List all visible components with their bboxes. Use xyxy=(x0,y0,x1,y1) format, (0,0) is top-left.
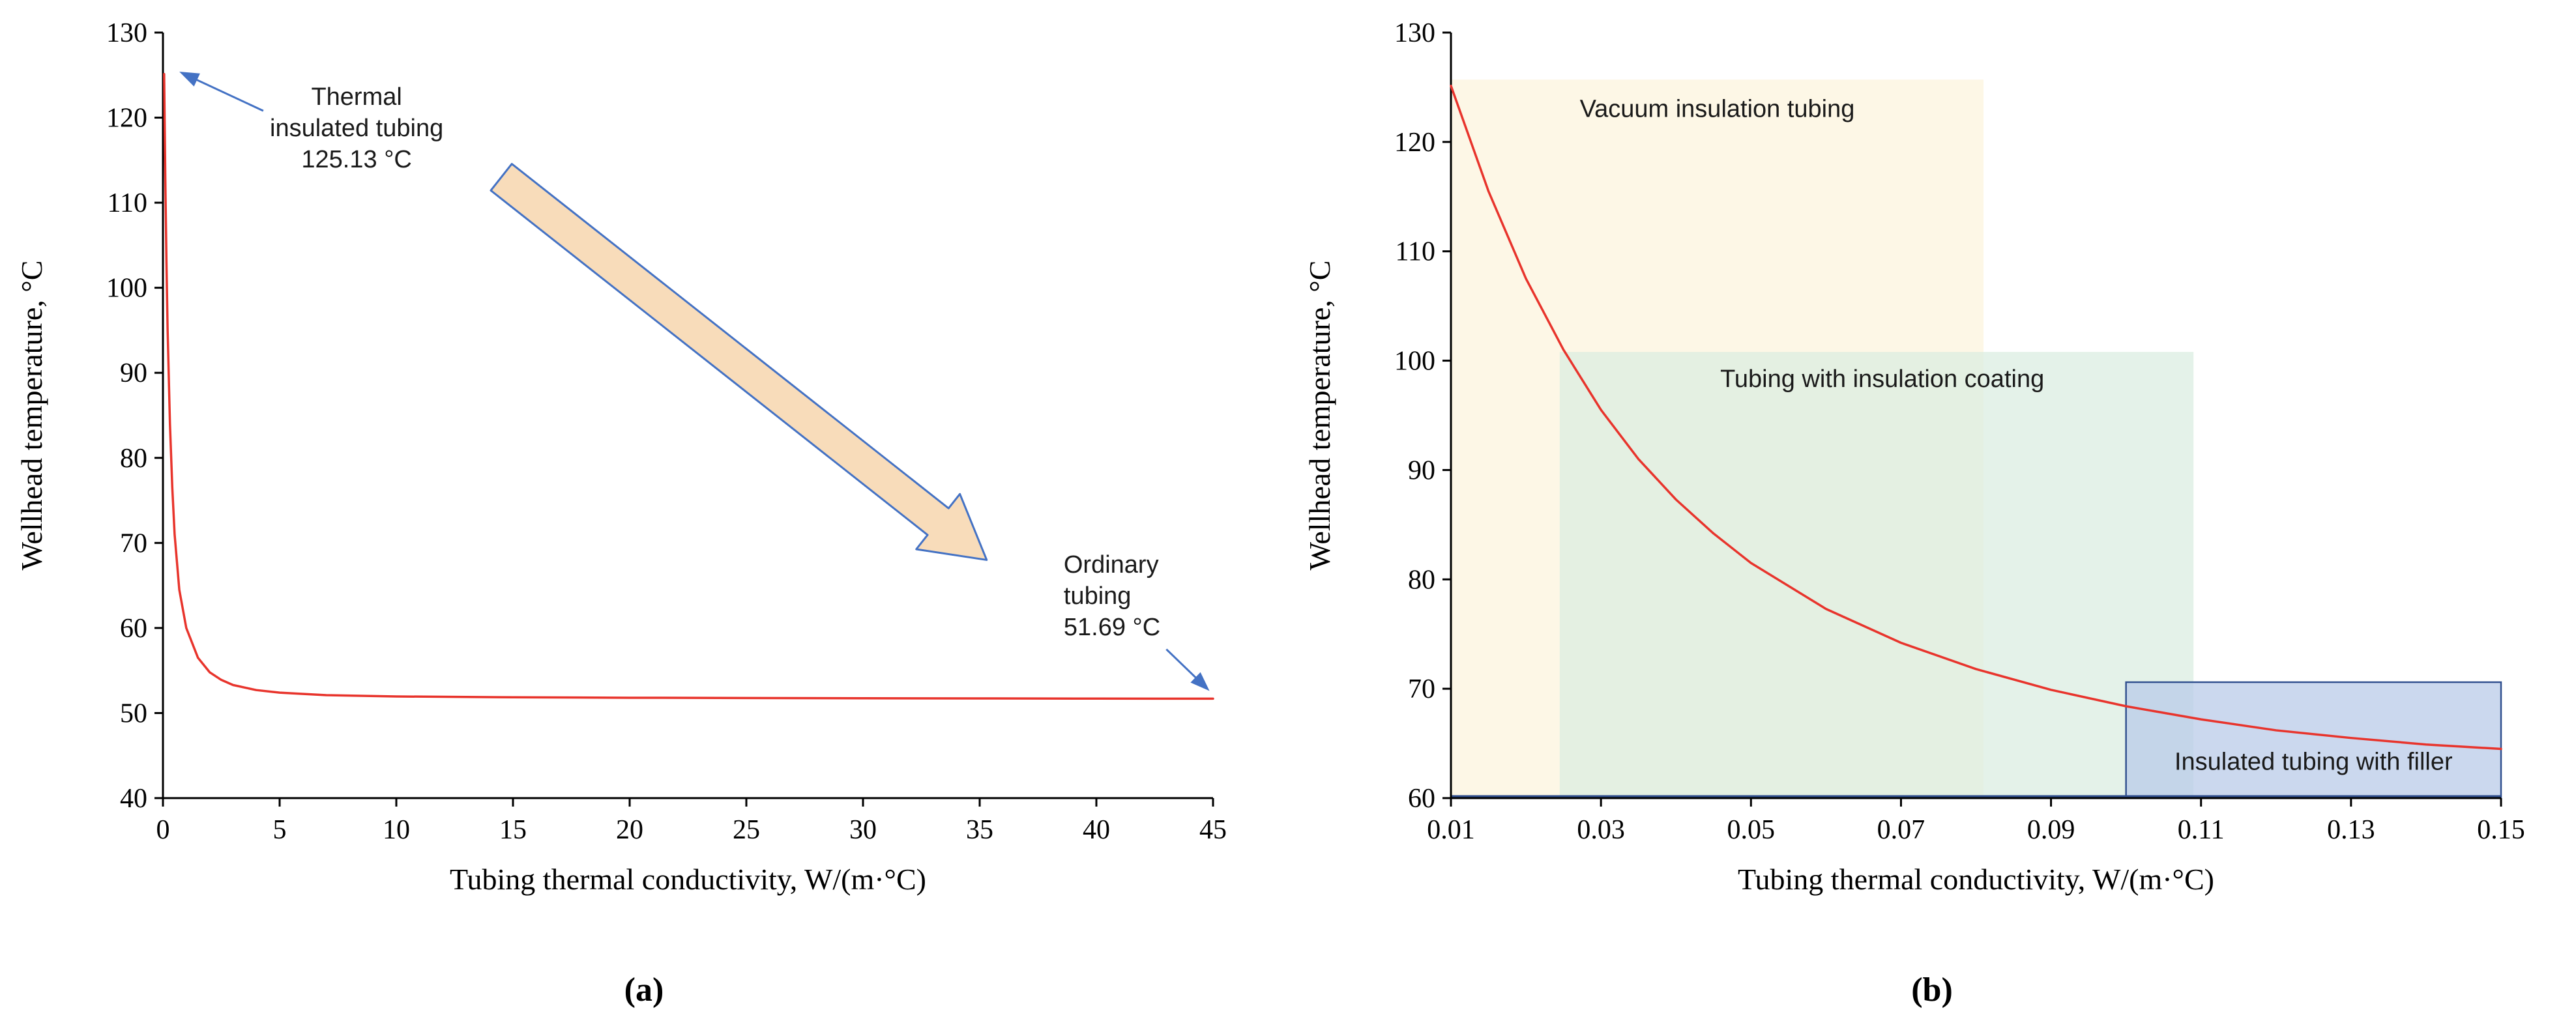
y-tick-label: 110 xyxy=(108,188,147,218)
thermal-insulated-tubing-label: Thermal xyxy=(311,83,402,111)
y-tick-label: 90 xyxy=(1408,455,1435,485)
decreasing-trend-arrow xyxy=(490,163,988,561)
region-label-vacuum-insulation-tubing: Vacuum insulation tubing xyxy=(1580,95,1855,122)
ordinary-tubing-label: 51.69 °C xyxy=(1064,614,1160,641)
leader-arrow-ordinary xyxy=(1165,648,1199,681)
ordinary-tubing-label: Ordinary xyxy=(1064,551,1159,579)
region-insulated-tubing-with-filler xyxy=(2125,681,2502,799)
figure-a: 0 5 10 15 20 25 30 35 40 45 40 50 60 70 80 90 100 110 120 1… xyxy=(15,18,1227,1009)
caption-b: (b) xyxy=(1911,971,1953,1009)
series-layer: Vacuum insulation tubing Tubing with insu… xyxy=(1450,84,2502,775)
y-tick-label: 40 xyxy=(120,784,147,814)
figure-b: 0.01 0.03 0.05 0.07 0.09 0.11 0.13 0.15 60 70 80 90… xyxy=(1288,0,2576,1032)
x-axis-title: Tubing thermal conductivity, W/(m·°C) xyxy=(1738,863,2214,896)
x-tick-label: 10 xyxy=(383,815,410,845)
y-axis-title: Wellhead temperature, °C xyxy=(15,261,48,571)
axes-layer: 0 5 10 15 20 25 30 35 40 45 40 50 60 70 80 90 100 110 120 1… xyxy=(15,18,1227,896)
annotations-layer: Thermal insulated tubing 125.13 °C Ordinary… xyxy=(179,72,1210,691)
axes-layer: 0.01 0.03 0.05 0.07 0.09 0.11 0.13 0.15 60 70 80 90… xyxy=(1303,18,2525,896)
y-tick-label: 90 xyxy=(120,358,147,388)
x-tick-label: 0 xyxy=(156,815,170,845)
x-tick-label: 40 xyxy=(1083,815,1110,845)
y-tick-label: 80 xyxy=(1408,565,1435,595)
y-tick-label: 70 xyxy=(120,528,147,558)
regions-layer xyxy=(1451,79,2502,799)
x-tick-label: 0.05 xyxy=(1727,815,1776,845)
chart-a-canvas: 0 5 10 15 20 25 30 35 40 45 40 50 60 70 80 90 100 110 120 1… xyxy=(15,18,1227,896)
x-tick-label: 20 xyxy=(616,815,643,845)
x-tick-label: 0.15 xyxy=(2477,815,2525,845)
x-tick-label: 5 xyxy=(273,815,287,845)
x-tick-label: 0.01 xyxy=(1427,815,1475,845)
x-tick-label: 30 xyxy=(849,815,877,845)
y-tick-label: 80 xyxy=(120,444,147,474)
y-tick-label: 70 xyxy=(1408,674,1435,704)
y-tick-label: 110 xyxy=(1396,237,1435,267)
region-label-tubing-with-insulation-coating: Tubing with insulation coating xyxy=(1720,366,2044,393)
caption-a: (a) xyxy=(624,971,664,1009)
leader-arrow-thermal-insulated-head xyxy=(179,72,200,87)
x-tick-label: 35 xyxy=(966,815,993,845)
y-axis-title: Wellhead temperature, °C xyxy=(1303,261,1336,571)
x-tick-label: 0.09 xyxy=(2027,815,2075,845)
x-tick-label: 15 xyxy=(499,815,527,845)
region-tubing-with-insulation-coating xyxy=(1559,352,2194,798)
x-tick-label: 45 xyxy=(1199,815,1227,845)
y-tick-label: 50 xyxy=(120,698,147,728)
thermal-insulated-tubing-label: 125.13 °C xyxy=(301,146,411,173)
leader-arrow-ordinary-head xyxy=(1190,672,1210,691)
x-tick-label: 0.03 xyxy=(1577,815,1625,845)
series-wellhead-temperature-vs-conductivity xyxy=(1450,84,2502,751)
region-label-insulated-tubing-with-filler: Insulated tubing with filler xyxy=(2174,748,2453,775)
y-tick-label: 100 xyxy=(106,274,147,304)
chart-b-canvas: 0.01 0.03 0.05 0.07 0.09 0.11 0.13 0.15 60 70 80 90… xyxy=(1303,18,2525,896)
y-tick-label: 130 xyxy=(1394,18,1435,48)
series-wellhead-temperature-vs-conductivity xyxy=(163,72,1214,700)
ordinary-tubing-label: tubing xyxy=(1064,582,1132,610)
series-layer xyxy=(163,72,1214,700)
x-tick-label: 0.07 xyxy=(1877,815,1925,845)
y-tick-label: 100 xyxy=(1394,347,1435,377)
x-axis-title: Tubing thermal conductivity, W/(m·°C) xyxy=(450,863,926,896)
x-tick-label: 0.13 xyxy=(2327,815,2375,845)
leader-arrow-thermal-insulated xyxy=(193,77,264,112)
y-tick-label: 130 xyxy=(106,18,147,48)
thermal-insulated-tubing-label: insulated tubing xyxy=(270,115,443,142)
y-tick-label: 60 xyxy=(120,614,147,644)
y-tick-label: 120 xyxy=(1394,128,1435,158)
y-tick-label: 60 xyxy=(1408,784,1435,814)
x-tick-label: 25 xyxy=(733,815,760,845)
x-tick-label: 0.11 xyxy=(2178,815,2225,845)
y-tick-label: 120 xyxy=(106,104,147,134)
